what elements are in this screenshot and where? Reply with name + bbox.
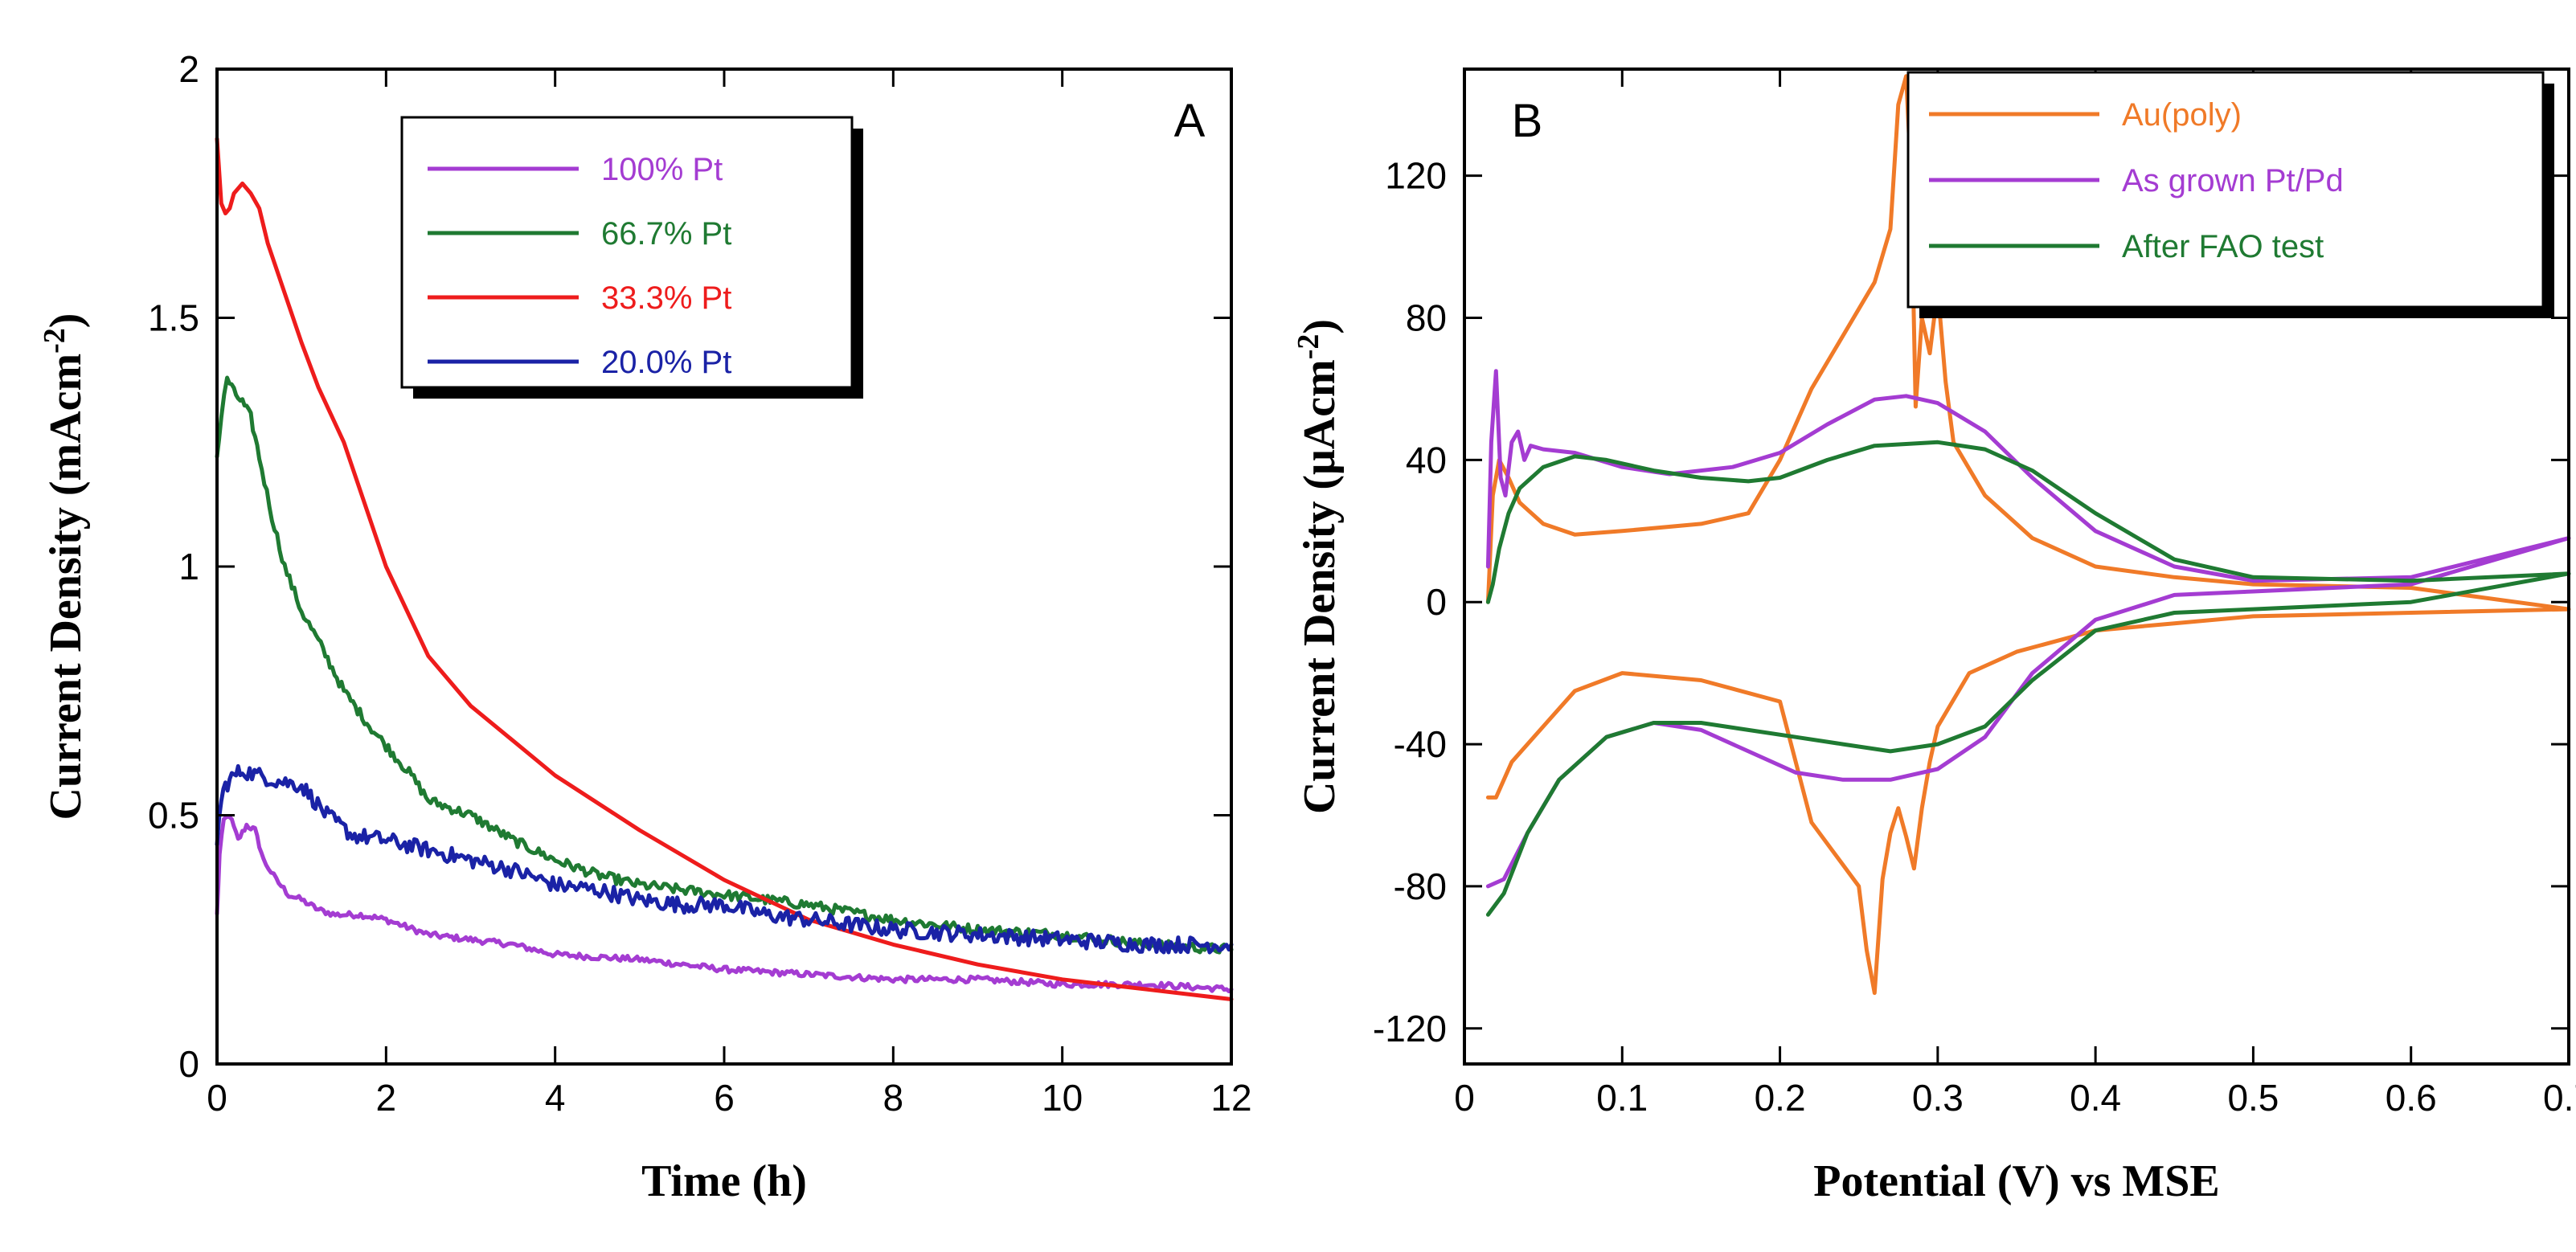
panel-b-series-layer bbox=[1485, 74, 2571, 996]
panel-a-series-layer bbox=[215, 137, 1234, 1001]
panel-a-legend-label-66-7-pt: 66.7% Pt bbox=[601, 216, 731, 252]
panel-a-x-tick-label: 8 bbox=[883, 1077, 904, 1119]
panel-b-x-tick-label: 0 bbox=[1454, 1077, 1475, 1119]
panel-a-x-tick-label: 12 bbox=[1210, 1077, 1251, 1119]
panel-b-x-tick-label: 0.1 bbox=[1596, 1077, 1648, 1119]
panel-b-legend-label-after-fao-test: After FAO test bbox=[2122, 229, 2324, 264]
panel-a-legend: 100% Pt 66.7% Pt 33.3% Pt 20.0% Pt bbox=[400, 116, 863, 399]
panel-a-x-tick-label: 10 bbox=[1042, 1077, 1083, 1119]
panel-a-y-tick-label: 2 bbox=[178, 48, 199, 90]
chart-panel-b: 0 0.1 0.2 0.3 0.4 0.5 0.6 0.7 -120 -80 -40 0 40 80 120… bbox=[1292, 68, 2576, 1206]
panel-b-y-axis-label-close: ) bbox=[1295, 319, 1345, 334]
panel-a-letter: A bbox=[1174, 95, 1206, 147]
panel-b-x-tick-label: 0.4 bbox=[2070, 1077, 2121, 1119]
panel-a-x-tick-label: 2 bbox=[376, 1077, 397, 1119]
panel-b-legend-items: Au(poly) As grown Pt/Pd After FAO test bbox=[1929, 97, 2344, 264]
panel-b-legend-box bbox=[1906, 71, 2545, 309]
panel-b-y-tick-label: -40 bbox=[1394, 723, 1447, 765]
panel-a-ticks: 0 2 4 6 8 10 12 0 0.5 1 1.5 2 bbox=[148, 48, 1252, 1119]
panel-b-y-axis-label-exponent: -2 bbox=[1292, 334, 1325, 360]
panel-a-y-axis-label-main: Current Density (mAcm bbox=[41, 354, 91, 820]
panel-b-x-tick-label: 0.5 bbox=[2227, 1077, 2279, 1119]
panel-b-y-tick-label: 40 bbox=[1406, 439, 1447, 481]
panel-a-series-100-pt bbox=[215, 814, 1234, 994]
panel-a-x-tick-label: 0 bbox=[207, 1077, 227, 1119]
panel-a-legend-label-20-0-pt: 20.0% Pt bbox=[601, 345, 731, 380]
panel-a-y-axis-label-close: ) bbox=[41, 313, 91, 329]
panel-b-legend-label-au-poly: Au(poly) bbox=[2122, 97, 2242, 133]
panel-b-x-tick-label: 0.3 bbox=[1912, 1077, 1964, 1119]
panel-a-x-tick-label: 6 bbox=[714, 1077, 735, 1119]
panel-a-x-tick-label: 4 bbox=[545, 1077, 566, 1119]
panel-b-legend-label-as-grown-pt-pd: As grown Pt/Pd bbox=[2122, 163, 2344, 198]
panel-b-legend: Au(poly) As grown Pt/Pd After FAO test bbox=[1906, 71, 2554, 318]
panel-b-x-tick-label: 0.6 bbox=[2386, 1077, 2437, 1119]
panel-a-y-axis-label-exponent: -2 bbox=[38, 328, 72, 354]
panel-a-y-tick-label: 1 bbox=[178, 546, 199, 587]
panel-b-y-tick-label: -80 bbox=[1394, 865, 1447, 907]
panel-b-y-tick-label: -120 bbox=[1373, 1008, 1447, 1049]
panel-a-y-tick-label: 0.5 bbox=[148, 795, 199, 837]
panel-b-plot-frame bbox=[1463, 68, 2570, 1066]
chart-panel-a: 0 2 4 6 8 10 12 0 0.5 1 1.5 2 A Time (h) Current De… bbox=[38, 48, 1252, 1206]
panel-b-x-tick-label: 0.7 bbox=[2543, 1077, 2576, 1119]
panel-b-series-as-grown-pt-pd bbox=[1485, 369, 2571, 889]
panel-a-series-20-0-pt bbox=[215, 763, 1234, 955]
panel-b-letter: B bbox=[1512, 95, 1543, 147]
panel-b-x-tick-label: 0.2 bbox=[1755, 1077, 1806, 1119]
panel-a-legend-box bbox=[400, 116, 854, 389]
panel-b-y-axis-label: Current Density (μAcm-2) bbox=[1292, 319, 1345, 814]
panel-b-x-axis-label: Potential (V) vs MSE bbox=[1813, 1156, 2220, 1206]
panel-a-y-tick-label: 0 bbox=[178, 1043, 199, 1085]
panel-b-y-tick-label: 120 bbox=[1385, 155, 1447, 197]
panel-a-legend-label-100-pt: 100% Pt bbox=[601, 152, 723, 187]
panel-a-legend-items: 100% Pt 66.7% Pt 33.3% Pt 20.0% Pt bbox=[428, 152, 731, 380]
panel-a-y-tick-label: 1.5 bbox=[148, 297, 199, 339]
panel-b-y-tick-label: 0 bbox=[1426, 581, 1447, 623]
panel-b-y-tick-label: 80 bbox=[1406, 297, 1447, 339]
panel-b-series-after-fao-test bbox=[1485, 440, 2571, 917]
panel-a-legend-label-33-3-pt: 33.3% Pt bbox=[601, 280, 731, 316]
panel-a-series-33-3-pt bbox=[215, 137, 1234, 1001]
panel-a-x-axis-label: Time (h) bbox=[641, 1156, 807, 1206]
panel-a-y-axis-label: Current Density (mAcm-2) bbox=[38, 313, 91, 820]
panel-b-ticks: 0 0.1 0.2 0.3 0.4 0.5 0.6 0.7 -120 -80 -40 0 40 80 120 bbox=[1373, 69, 2576, 1119]
panel-b-y-axis-label-main: Current Density (μAcm bbox=[1295, 359, 1345, 814]
